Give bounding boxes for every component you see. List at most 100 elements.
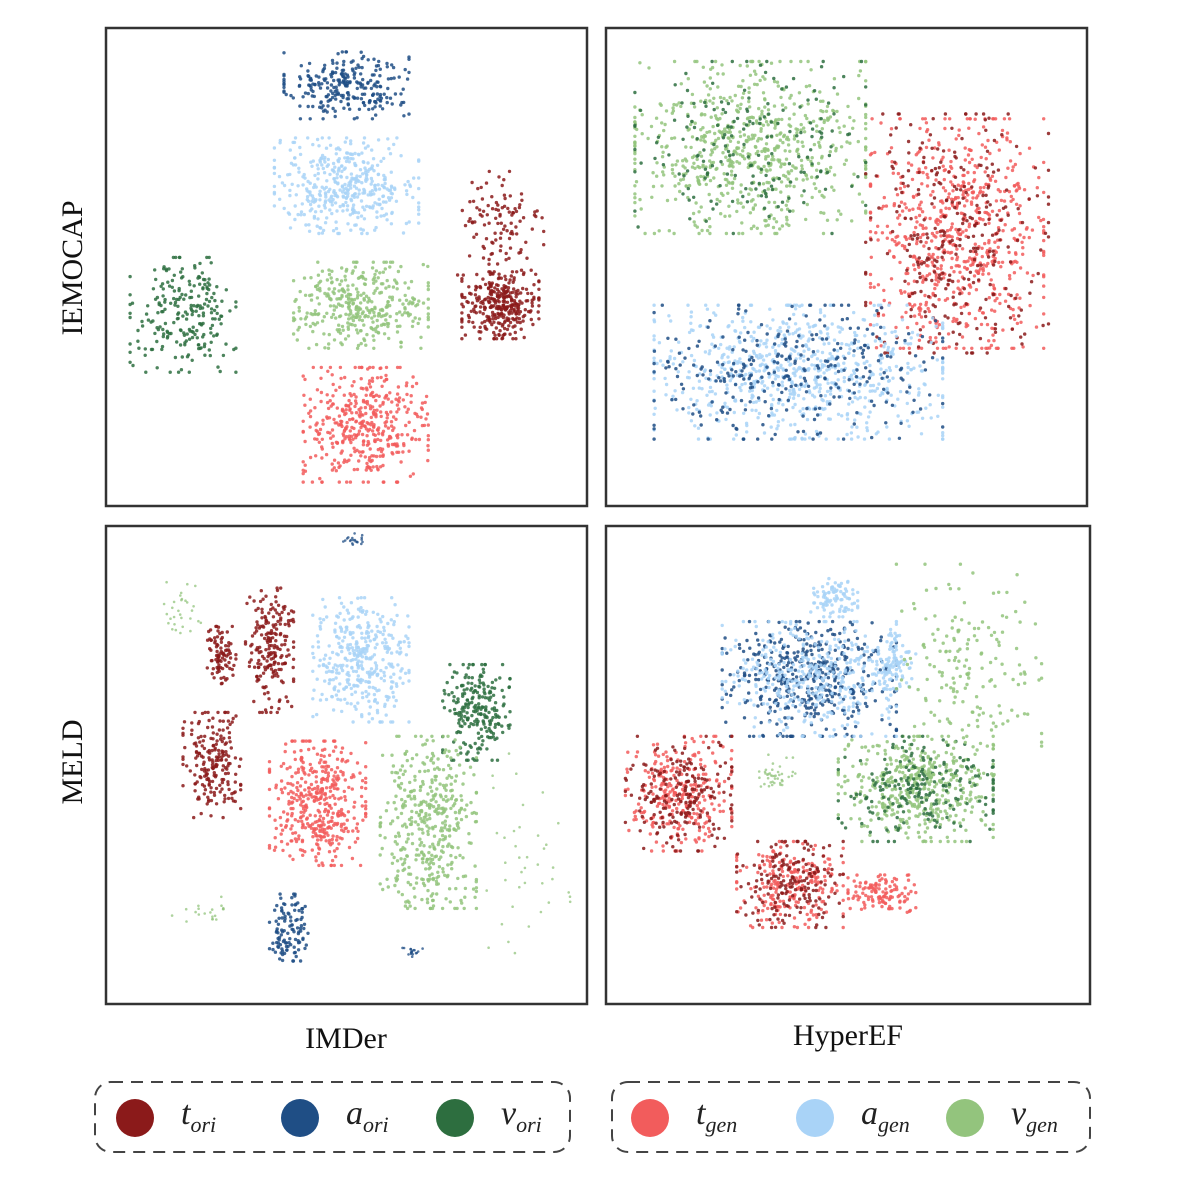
- scatter-point: [907, 424, 911, 428]
- scatter-point: [961, 217, 965, 221]
- scatter-point: [956, 279, 960, 283]
- scatter-point: [333, 191, 338, 195]
- scatter-point: [919, 262, 924, 266]
- scatter-point: [426, 325, 430, 329]
- scatter-point: [282, 83, 286, 87]
- scatter-point: [848, 115, 852, 120]
- scatter-point: [1027, 146, 1032, 150]
- scatter-point: [344, 312, 348, 316]
- scatter-point: [417, 221, 421, 225]
- scatter-point: [1008, 277, 1012, 281]
- scatter-point: [941, 149, 946, 153]
- scatter-point: [540, 216, 544, 220]
- scatter-point: [1042, 160, 1046, 165]
- scatter-point: [329, 83, 334, 87]
- scatter-point: [707, 377, 711, 381]
- scatter-point: [679, 104, 683, 109]
- scatter-point: [479, 330, 483, 334]
- scatter-point: [334, 152, 338, 156]
- scatter-point: [371, 320, 375, 324]
- scatter-point: [820, 397, 824, 402]
- scatter-point: [927, 246, 931, 251]
- scatter-point: [325, 278, 330, 282]
- scatter-point: [967, 126, 971, 130]
- scatter-point: [359, 301, 363, 305]
- scatter-point: [356, 331, 360, 335]
- scatter-point: [820, 363, 824, 367]
- scatter-point: [759, 323, 764, 327]
- scatter-point: [159, 284, 163, 288]
- scatter-point: [855, 380, 859, 384]
- scatter-point: [531, 322, 535, 327]
- scatter-point: [912, 314, 917, 318]
- scatter-point: [855, 425, 859, 429]
- scatter-point: [161, 327, 165, 332]
- scatter-point: [794, 369, 798, 373]
- scatter-point: [699, 154, 704, 158]
- scatter-point: [942, 248, 946, 252]
- scatter-point: [958, 243, 962, 248]
- scatter-point: [533, 210, 537, 214]
- scatter-point: [887, 366, 892, 370]
- scatter-point: [818, 329, 822, 334]
- scatter-point: [742, 157, 747, 161]
- scatter-point: [386, 324, 390, 329]
- scatter-point: [343, 337, 348, 341]
- scatter-point: [804, 390, 809, 394]
- scatter-point: [297, 166, 301, 170]
- scatter-point: [515, 270, 519, 274]
- scatter-point: [776, 144, 781, 148]
- scatter-point: [744, 309, 748, 313]
- scatter-point: [828, 150, 832, 154]
- scatter-point: [751, 121, 755, 126]
- scatter-point: [507, 324, 511, 328]
- scatter-point: [356, 343, 361, 348]
- scatter-point: [503, 300, 507, 304]
- scatter-point: [906, 184, 910, 188]
- scatter-point: [323, 346, 327, 350]
- scatter-point: [372, 394, 376, 398]
- scatter-point: [932, 196, 937, 200]
- scatter-point: [937, 332, 942, 336]
- scatter-point: [984, 346, 988, 350]
- scatter-point: [318, 86, 323, 90]
- scatter-point: [716, 123, 720, 128]
- scatter-point: [864, 300, 868, 305]
- scatter-point: [202, 344, 207, 349]
- scatter-point: [815, 357, 820, 361]
- scatter-point: [366, 80, 370, 85]
- scatter-point: [348, 408, 352, 412]
- scatter-point: [370, 179, 374, 183]
- scatter-point: [144, 370, 148, 374]
- scatter-point: [737, 307, 741, 311]
- scatter-point: [963, 158, 967, 162]
- scatter-point: [517, 251, 521, 255]
- scatter-point: [397, 396, 402, 400]
- scatter-point: [771, 380, 775, 385]
- scatter-point: [307, 229, 312, 233]
- scatter-point: [738, 385, 742, 390]
- scatter-point: [684, 71, 688, 76]
- scatter-point: [496, 208, 501, 212]
- scatter-point: [410, 437, 414, 441]
- scatter-point: [346, 288, 350, 292]
- scatter-point: [868, 272, 873, 277]
- scatter-point: [390, 192, 394, 196]
- scatter-point: [388, 152, 393, 156]
- scatter-point: [717, 129, 721, 133]
- scatter-point: [908, 236, 912, 240]
- scatter-point: [903, 290, 907, 294]
- scatter-point: [370, 420, 374, 425]
- scatter-point: [298, 152, 303, 157]
- scatter-point: [1031, 273, 1035, 278]
- scatter-point: [376, 138, 381, 142]
- scatter-point: [515, 232, 519, 236]
- scatter-point: [340, 184, 345, 188]
- scatter-point: [1025, 271, 1030, 275]
- scatter-point: [850, 219, 854, 223]
- scatter-point: [992, 338, 996, 343]
- scatter-point: [931, 117, 935, 121]
- scatter-point: [179, 270, 183, 274]
- scatter-point: [747, 376, 751, 381]
- scatter-point: [422, 423, 427, 428]
